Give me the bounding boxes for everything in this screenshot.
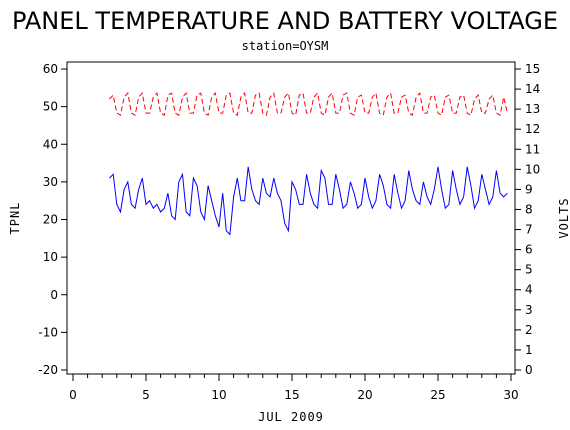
- left-tick-label: 60: [43, 62, 58, 76]
- left-y-axis: -20 -10 0 10 20 30 40 50 60: [38, 62, 67, 377]
- x-tick-label: 10: [211, 388, 226, 402]
- x-tick-label: 25: [430, 388, 445, 402]
- left-tick-label: 10: [43, 250, 58, 264]
- x-tick-label: 0: [69, 388, 77, 402]
- right-tick-label: 5: [525, 263, 533, 277]
- right-tick-label: 15: [525, 62, 540, 76]
- x-axis: 0 5 10 15 20 25 30: [69, 374, 519, 402]
- right-tick-label: 3: [525, 303, 533, 317]
- x-tick-label: 20: [357, 388, 372, 402]
- left-tick-label: 20: [43, 213, 58, 227]
- right-tick-label: 13: [525, 102, 540, 116]
- plot-frame: [66, 61, 516, 375]
- left-tick-label: -20: [38, 363, 58, 377]
- chart-subtitle: station=OYSM: [242, 39, 329, 53]
- panel-temperature-line: [109, 166, 508, 236]
- right-tick-label: 14: [525, 82, 540, 96]
- right-tick-label: 6: [525, 243, 533, 257]
- left-tick-label: 50: [43, 100, 58, 114]
- right-tick-label: 9: [525, 182, 533, 196]
- left-tick-label: 40: [43, 137, 58, 151]
- left-tick-label: -10: [38, 325, 58, 339]
- right-tick-label: 0: [525, 363, 533, 377]
- right-tick-label: 7: [525, 223, 533, 237]
- right-tick-label: 2: [525, 323, 533, 337]
- battery-voltage-line: [109, 92, 508, 116]
- right-y-axis-label: VOLTS: [557, 197, 570, 238]
- left-y-axis-label: TPNL: [8, 202, 22, 235]
- x-tick-label: 5: [142, 388, 150, 402]
- right-tick-label: 1: [525, 343, 533, 357]
- series-layer: [109, 92, 508, 236]
- x-tick-label: 30: [503, 388, 518, 402]
- x-tick-label: 15: [284, 388, 299, 402]
- right-tick-label: 12: [525, 122, 540, 136]
- right-tick-label: 4: [525, 283, 533, 297]
- right-tick-label: 10: [525, 162, 540, 176]
- chart-title: PANEL TEMPERATURE AND BATTERY VOLTAGE: [12, 7, 558, 35]
- left-tick-label: 0: [50, 288, 58, 302]
- x-axis-label: JUL 2009: [258, 410, 324, 424]
- right-tick-label: 11: [525, 142, 540, 156]
- left-tick-label: 30: [43, 175, 58, 189]
- right-tick-label: 8: [525, 202, 533, 216]
